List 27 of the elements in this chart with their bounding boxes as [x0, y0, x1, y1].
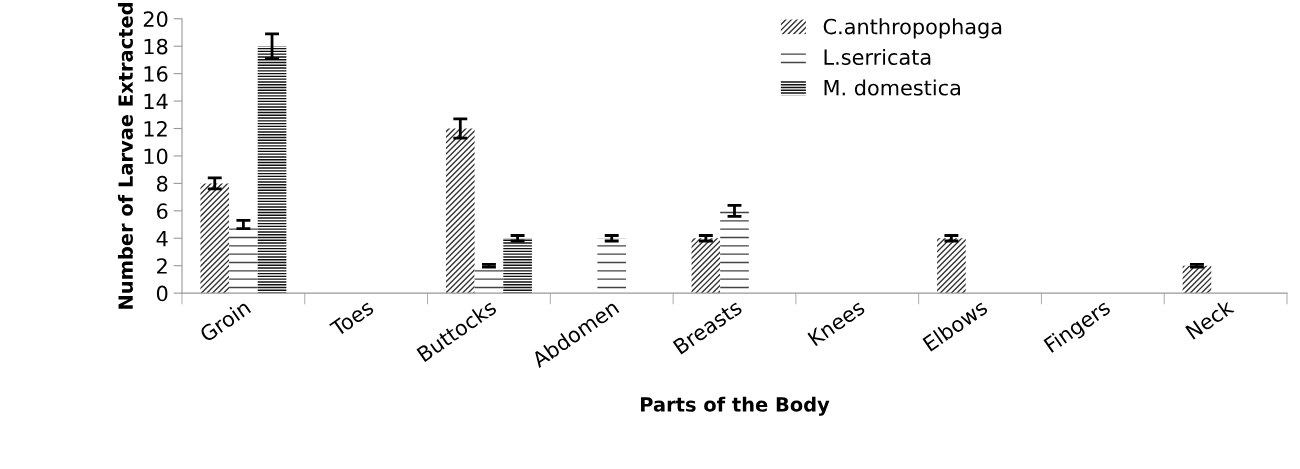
- bar: [503, 238, 532, 294]
- bar: [937, 238, 966, 294]
- y-tick-label: 4: [156, 230, 168, 247]
- y-tick-label: 18: [144, 38, 168, 55]
- legend-label: C.anthropophaga: [823, 18, 1002, 39]
- y-tick-label: 8: [156, 175, 168, 192]
- legend-label: M. domestica: [824, 79, 960, 96]
- bar: [200, 183, 230, 294]
- bar: [691, 238, 721, 294]
- bar: [720, 210, 749, 294]
- y-axis-title: Number of Larvae Extracted: [117, 3, 133, 309]
- y-tick-label: 6: [157, 203, 168, 220]
- y-tick-label: 12: [144, 120, 167, 137]
- y-tick-label: 16: [144, 66, 168, 82]
- y-tick-label: 10: [144, 148, 168, 165]
- bar: [229, 224, 258, 294]
- x-tick-label: Toes: [329, 299, 375, 338]
- y-tick-label: 20: [143, 11, 168, 27]
- legend-label: L.serricata: [824, 48, 931, 66]
- bar: [474, 265, 504, 294]
- x-axis-title: Parts of the Body: [641, 396, 830, 416]
- bar: [445, 128, 475, 294]
- bar: [1182, 265, 1212, 294]
- y-tick-label: 0: [156, 285, 168, 302]
- y-tick-label: 2: [157, 258, 167, 274]
- bar: [257, 46, 287, 294]
- y-tick-label: 14: [144, 93, 168, 109]
